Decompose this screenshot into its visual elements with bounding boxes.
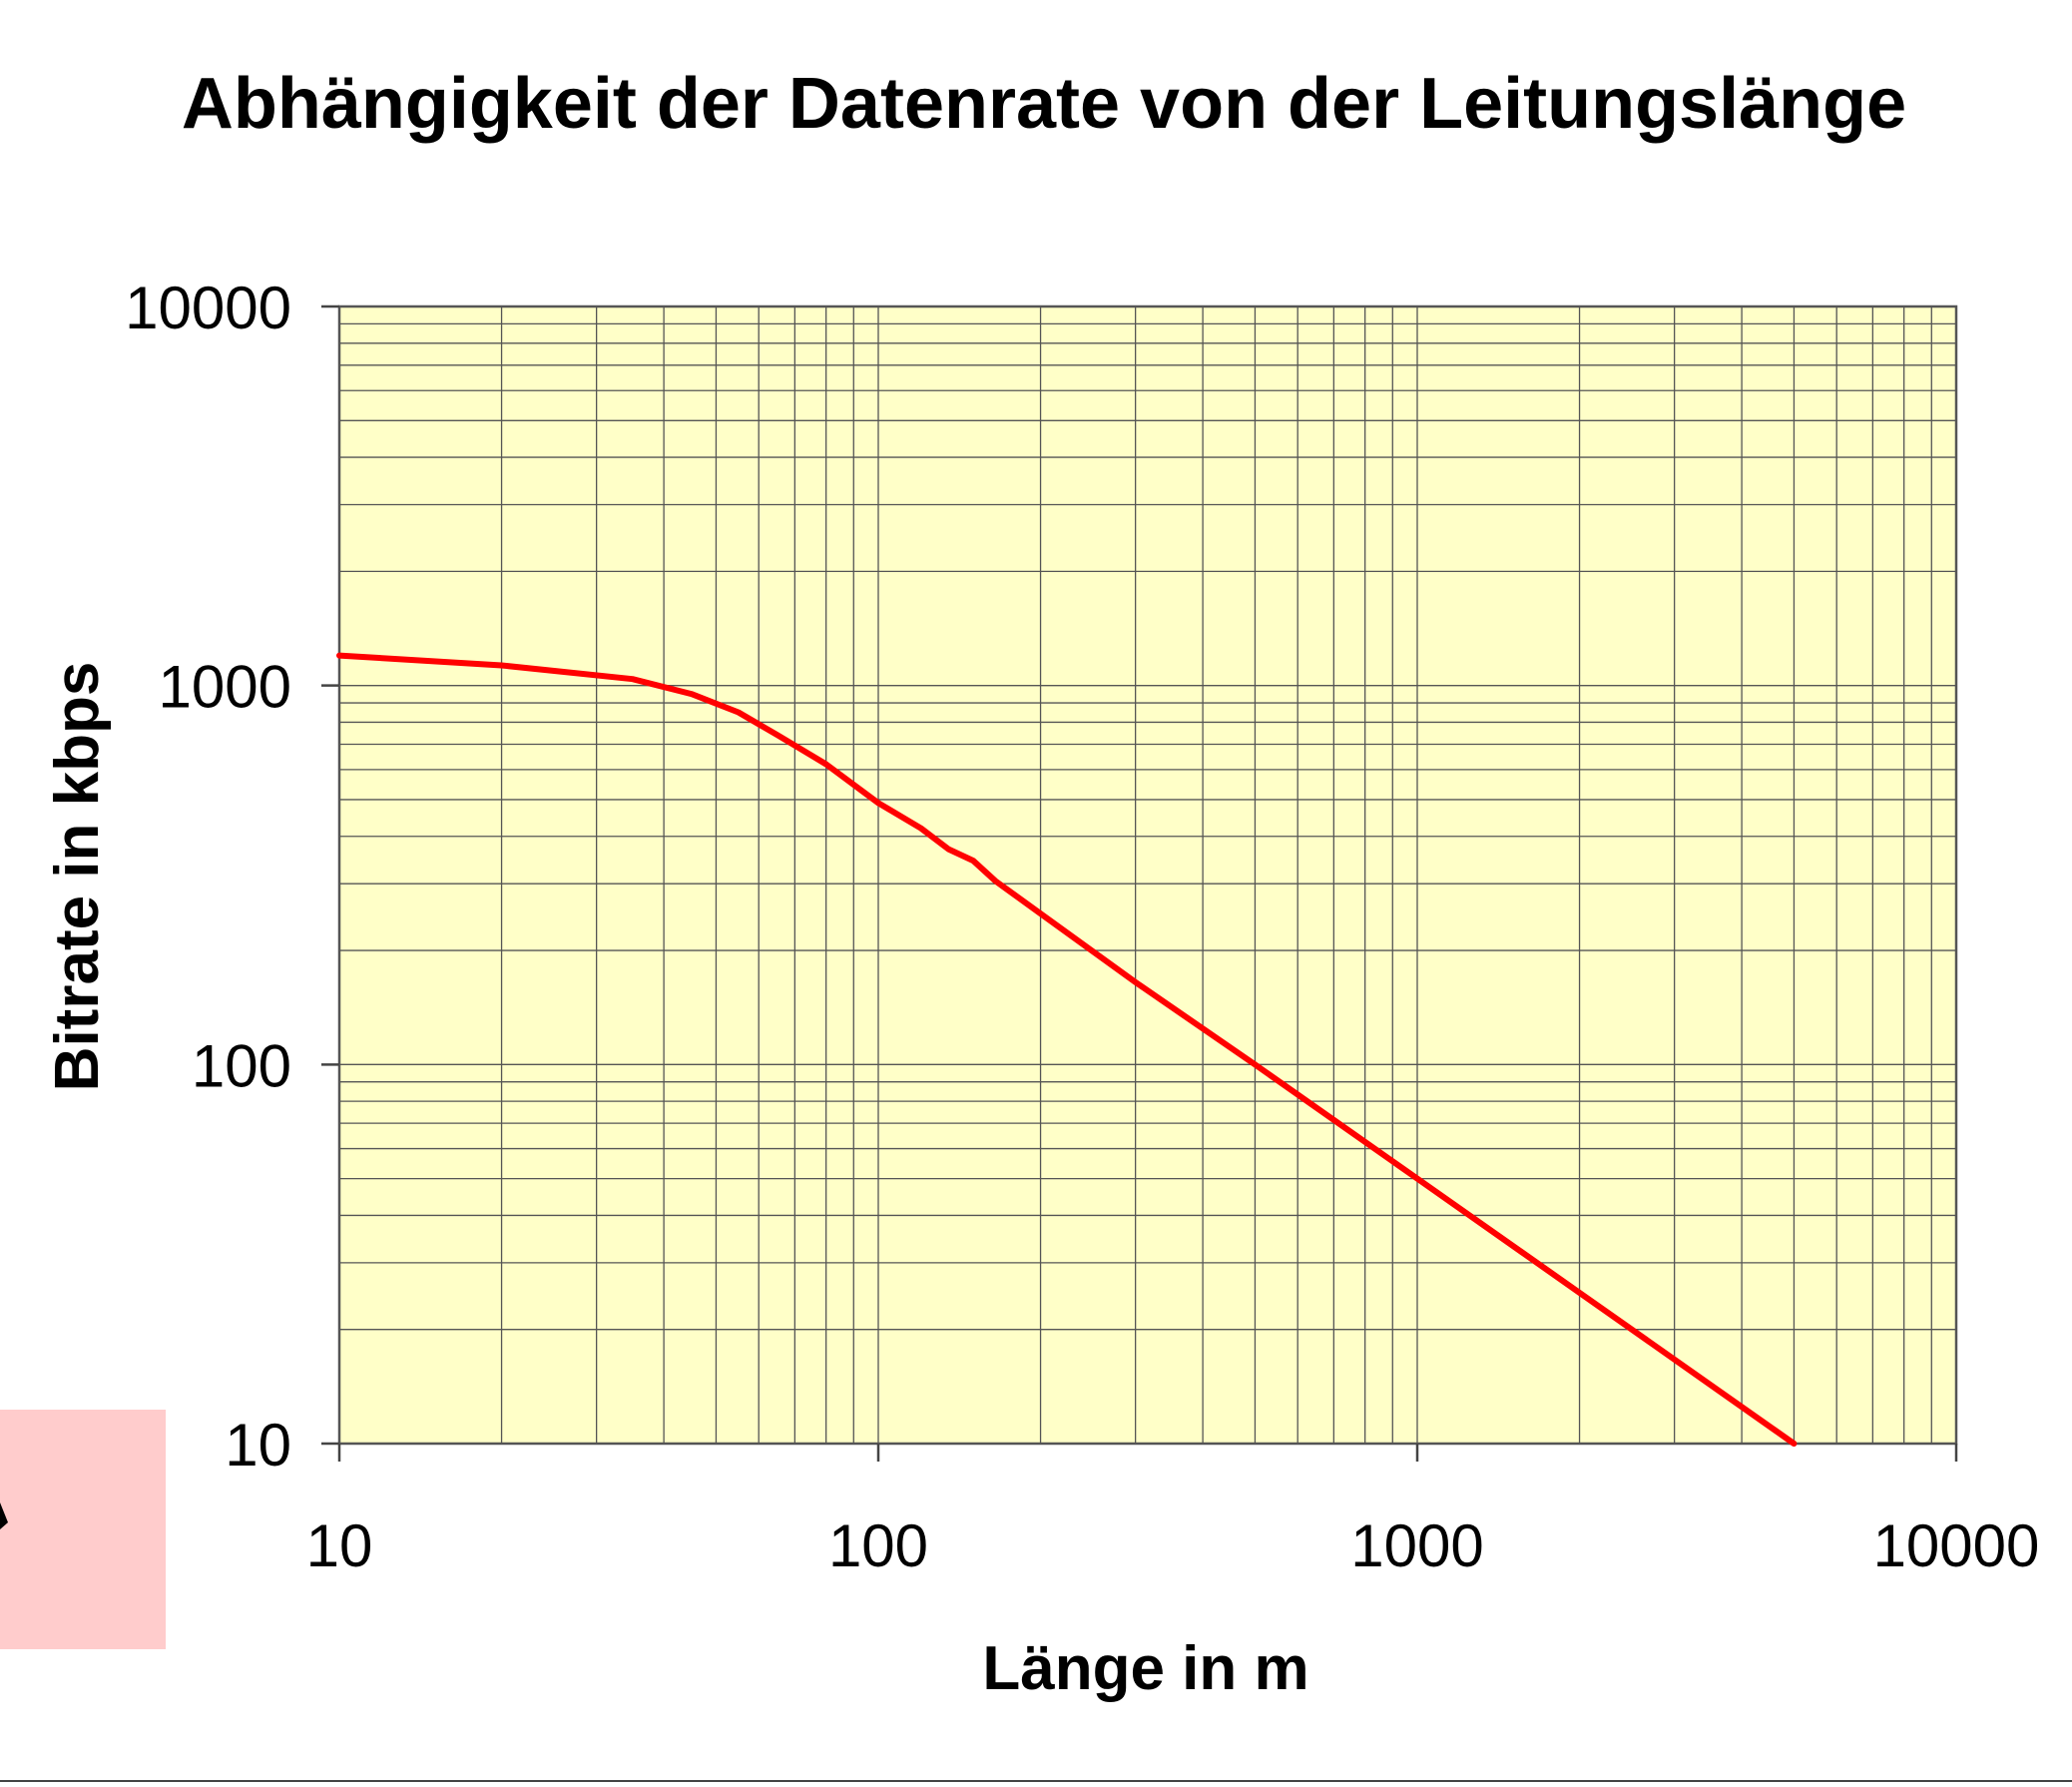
plot-background xyxy=(339,306,1956,1444)
decoration-mark xyxy=(0,1502,8,1529)
x-tick-label: 10000 xyxy=(1873,1512,2040,1579)
chart-title: Abhängigkeit der Datenrate von der Leitu… xyxy=(182,64,1906,144)
decoration-box xyxy=(0,1410,166,1649)
y-tick-label: 10 xyxy=(225,1412,291,1479)
y-tick-label: 10000 xyxy=(125,275,291,341)
x-tick-label: 100 xyxy=(828,1512,928,1579)
series-line xyxy=(336,652,1798,1447)
x-tick-label: 1000 xyxy=(1350,1512,1483,1579)
x-axis-title: Länge in m xyxy=(982,1634,1308,1703)
plot-area: 10 100 1000 10000 10 100 1000 10000 xyxy=(125,275,2039,1579)
y-tick-label: 100 xyxy=(192,1032,291,1099)
y-tick-label: 1000 xyxy=(159,654,291,721)
x-tick-label: 10 xyxy=(306,1512,373,1579)
y-axis-title: Bitrate in kbps xyxy=(43,662,112,1092)
plot-frame xyxy=(337,304,1958,1446)
